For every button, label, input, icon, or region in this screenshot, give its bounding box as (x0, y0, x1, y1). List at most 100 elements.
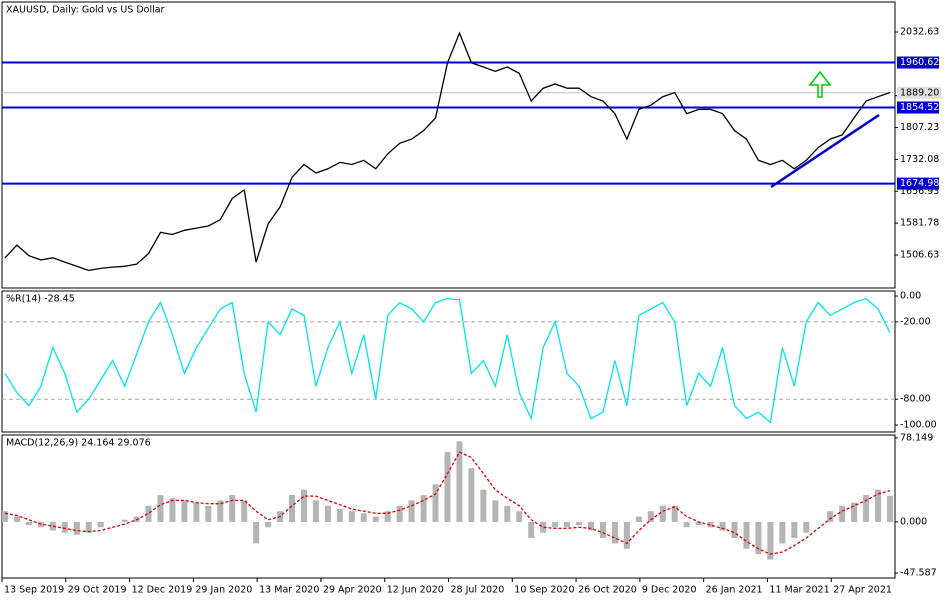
y-tick-label: -80.00 (900, 394, 931, 405)
panel-title: %R(14) -28.45 (6, 294, 75, 305)
y-tick-label: 2032.63 (900, 27, 939, 38)
x-tick-label: 11 Mar 2021 (769, 585, 829, 596)
y-tick-label: 1807.23 (900, 122, 939, 133)
x-tick-label: 26 Oct 2020 (578, 585, 637, 596)
up-arrow (808, 70, 832, 98)
x-tick-label: 29 Jan 2020 (195, 585, 252, 596)
macd-bar (480, 489, 487, 522)
macd-bar (743, 521, 750, 549)
macd-bar (803, 521, 810, 533)
macd-bar (504, 505, 511, 522)
macd-bar (289, 495, 296, 522)
macd-bar (408, 500, 415, 522)
x-tick-label: 12 Dec 2019 (132, 585, 193, 596)
level-label: 1960.62 (900, 57, 939, 68)
series-line (4, 297, 891, 424)
macd-bar (875, 489, 882, 522)
x-tick-label: 29 Apr 2020 (323, 585, 382, 596)
macd-bar (588, 521, 595, 531)
macd-bar (61, 521, 68, 533)
x-tick-label: 29 Oct 2019 (68, 585, 127, 596)
macd-bar (2, 511, 8, 522)
y-tick-label: 1581.78 (900, 218, 939, 229)
macd-bar (755, 521, 762, 555)
series-line (4, 451, 891, 555)
macd-bar (85, 521, 92, 533)
macd-bar (348, 511, 355, 522)
macd-bar (827, 511, 834, 522)
macd-bar (863, 495, 870, 522)
macd-bar (528, 521, 535, 539)
panel-frame (1, 1, 896, 289)
macd-bar (169, 498, 176, 522)
level-box (897, 177, 939, 190)
macd-bar (779, 521, 786, 544)
current-price-box (897, 86, 941, 99)
y-tick-label: 1732.08 (900, 154, 939, 165)
macd-bar (253, 521, 260, 544)
macd-bar (731, 521, 738, 539)
macd-bar (396, 505, 403, 522)
macd-bar (516, 511, 523, 522)
macd-bar (444, 452, 451, 522)
level-box (897, 56, 939, 69)
macd-bar (25, 521, 32, 526)
macd-bar (564, 521, 571, 528)
current-price-label: 1889.20 (900, 87, 939, 98)
x-tick-label: 28 Jul 2020 (451, 585, 505, 596)
series-line (4, 31, 891, 272)
macd-bar (73, 521, 80, 535)
y-tick-label: -100.00 (900, 420, 937, 431)
macd-bar (552, 521, 559, 528)
macd-bar (623, 521, 630, 549)
y-tick-label: 0.000 (900, 516, 927, 527)
macd-bar (300, 489, 307, 522)
level-label: 1854.52 (900, 102, 939, 113)
macd-bar (265, 521, 272, 528)
x-tick-label: 10 Sep 2020 (514, 585, 574, 596)
macd-bar (719, 521, 726, 531)
y-tick-label: -20.00 (900, 316, 931, 327)
x-tick-label: 27 Apr 2021 (833, 585, 892, 596)
macd-bar (432, 484, 439, 522)
macd-bar (683, 521, 690, 528)
macd-bar (659, 505, 666, 522)
macd-bar (599, 521, 606, 539)
macd-bar (420, 495, 427, 522)
macd-bar (887, 495, 893, 522)
macd-bar (372, 516, 379, 522)
macd-bar (647, 511, 654, 522)
macd-bar (635, 516, 642, 522)
macd-bar (360, 513, 367, 522)
macd-bar (384, 511, 391, 522)
y-tick-label: 1506.63 (900, 250, 939, 261)
macd-bar (671, 505, 678, 522)
level-label: 1674.98 (900, 178, 939, 189)
macd-bar (707, 521, 714, 528)
macd-bar (456, 441, 463, 522)
macd-bar (49, 521, 56, 531)
x-tick-label: 13 Sep 2019 (4, 585, 64, 596)
macd-bar (791, 521, 798, 539)
macd-bar (695, 521, 702, 526)
macd-bar (492, 500, 499, 522)
y-tick-label: 0.00 (900, 291, 921, 302)
macd-bar (157, 495, 164, 522)
x-tick-label: 26 Jan 2021 (706, 585, 763, 596)
macd-bar (540, 521, 547, 533)
y-tick-label: 78.149 (900, 432, 933, 443)
macd-bar (217, 500, 224, 522)
level-box (897, 101, 939, 114)
panel-title: MACD(12,26,9) 24.164 29.076 (6, 438, 151, 449)
macd-bar (312, 500, 319, 522)
macd-bar (193, 502, 200, 522)
macd-bar (181, 500, 188, 522)
macd-bar (241, 500, 248, 522)
macd-bar (851, 502, 858, 522)
trend-line (770, 113, 880, 189)
macd-bar (336, 509, 343, 522)
macd-bar (324, 505, 331, 522)
macd-bar (839, 505, 846, 522)
x-tick-label: 12 Jun 2020 (387, 585, 444, 596)
